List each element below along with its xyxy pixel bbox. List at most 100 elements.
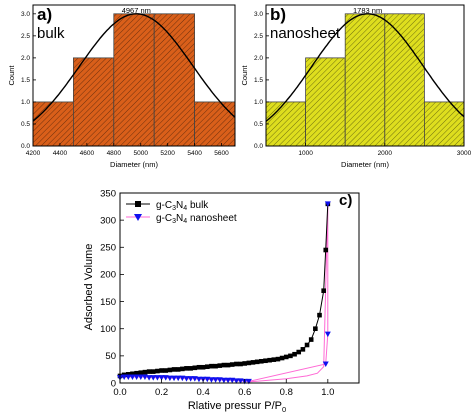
nanosheet-histogram-bars bbox=[265, 13, 465, 147]
nanosheet-point-22 bbox=[208, 377, 215, 383]
bulk-point-43 bbox=[296, 349, 302, 355]
a-bar-4 bbox=[194, 101, 236, 147]
nanosheet-point-13 bbox=[171, 375, 178, 382]
bulk-point-36 bbox=[267, 357, 272, 363]
isotherm-markers bbox=[117, 201, 331, 385]
isotherm-legend: g-C3N4 bulk g-C3N4 nanosheet bbox=[126, 200, 237, 225]
bulk-point-11 bbox=[163, 368, 169, 373]
bulk-point-38 bbox=[275, 356, 281, 362]
a-bar-0 bbox=[32, 101, 74, 147]
isotherm-ytick-label-7: 350 bbox=[100, 188, 116, 199]
bulk-peak-annotation: 4967 nm bbox=[122, 6, 151, 15]
legend-bulk-label: g-C3N4 bulk bbox=[156, 200, 209, 212]
a-ytick-label-1: 0.5 bbox=[21, 121, 30, 128]
b-bar-1 bbox=[305, 57, 346, 147]
bulk-point-15 bbox=[180, 366, 185, 372]
bulk-point-29 bbox=[238, 361, 243, 367]
bulk-point-46 bbox=[308, 337, 314, 342]
isotherm-ytick-label-6: 300 bbox=[100, 215, 116, 226]
bulk-point-10 bbox=[159, 368, 164, 373]
nanosheet-x-ticks: 1000 2000 3000 bbox=[298, 143, 472, 157]
b-ytick-label-3: 1.5 bbox=[254, 77, 263, 84]
nanosheet-point-15 bbox=[179, 375, 186, 382]
nanosheet-x-axis-label: Diameter (nm) bbox=[341, 160, 389, 169]
isotherm-xtick-label-2: 0.4 bbox=[197, 387, 210, 398]
a-xtick-label-3: 4800 bbox=[107, 150, 122, 157]
a-xtick-label-1: 4400 bbox=[53, 150, 68, 157]
nanosheet-point-10 bbox=[158, 375, 165, 381]
nanosheet-point-23 bbox=[212, 377, 219, 383]
bulk-sample-label: bulk bbox=[37, 25, 65, 42]
nanosheet-y-axis-label: Count bbox=[240, 65, 249, 86]
bulk-point-19 bbox=[196, 364, 202, 370]
legend-nanosheet-triangle-marker bbox=[134, 214, 142, 221]
isotherm-y-ticks: 0 50 100 150 200 250 300 350 bbox=[100, 188, 124, 389]
bulk-point-32 bbox=[250, 360, 256, 365]
nanosheet-point-24 bbox=[216, 377, 223, 383]
bulk-point-20 bbox=[200, 364, 206, 370]
bulk-point-41 bbox=[288, 353, 293, 359]
nanosheet-plot-frame bbox=[265, 4, 465, 147]
legend-nanosheet-sub1: 3 bbox=[172, 218, 176, 225]
isotherm-ytick-label-4: 200 bbox=[100, 270, 116, 281]
bulk-x-ticks: 4200 4400 4600 4800 5000 5200 5400 5600 bbox=[26, 143, 229, 157]
panel-label-a: a) bbox=[37, 5, 52, 24]
bulk-point-30 bbox=[242, 361, 247, 366]
bulk-point-25 bbox=[221, 362, 227, 368]
isotherm-ytick-label-0: 0 bbox=[111, 378, 116, 389]
bulk-point-34 bbox=[259, 358, 264, 364]
nanosheet-point-3 bbox=[129, 374, 136, 381]
a-bar-2 bbox=[113, 13, 155, 147]
nanosheet-y-ticks: 0.0 0.5 1.0 1.5 2.0 2.5 3.0 bbox=[254, 11, 269, 150]
bulk-point-33 bbox=[254, 359, 260, 365]
bulk-point-45 bbox=[304, 342, 310, 348]
b-xtick-label-1: 2000 bbox=[378, 150, 393, 157]
bulk-point-13 bbox=[171, 367, 177, 372]
nanosheet-point-1 bbox=[121, 374, 128, 381]
bulk-point-35 bbox=[263, 358, 268, 364]
nanosheet-point-31 bbox=[245, 378, 252, 385]
b-bar-0 bbox=[265, 101, 306, 147]
legend-bulk-sub2: 4 bbox=[183, 205, 187, 212]
legend-bulk-text-part2: N bbox=[176, 200, 183, 211]
nanosheet-point-19 bbox=[195, 376, 202, 383]
a-xtick-label-5: 5200 bbox=[160, 150, 175, 157]
legend-nanosheet-label: g-C3N4 nanosheet bbox=[156, 213, 237, 225]
nanosheet-point-2 bbox=[125, 374, 132, 381]
isotherm-ytick-label-2: 100 bbox=[100, 324, 116, 335]
b-xtick-label-2: 3000 bbox=[457, 150, 472, 157]
b-ytick-label-5: 2.5 bbox=[254, 33, 263, 40]
isotherm-plot-frame bbox=[119, 192, 360, 384]
bulk-point-18 bbox=[192, 365, 198, 371]
panel-label-b: b) bbox=[270, 5, 286, 24]
isotherm-y-axis-label: Adsorbed Volume bbox=[83, 244, 95, 331]
a-ytick-label-3: 1.5 bbox=[21, 77, 30, 84]
bulk-point-24 bbox=[217, 363, 223, 368]
bulk-point-31 bbox=[246, 360, 252, 366]
panel-label-c: c) bbox=[339, 192, 352, 209]
a-xtick-label-0: 4200 bbox=[26, 150, 41, 157]
nanosheet-point-29 bbox=[237, 378, 244, 384]
isotherm-xtick-label-0: 0.0 bbox=[113, 387, 126, 398]
bulk-point-17 bbox=[188, 366, 193, 371]
b-ytick-label-4: 2.0 bbox=[254, 55, 263, 62]
bulk-point-8 bbox=[150, 369, 156, 374]
b-ytick-label-0: 0.0 bbox=[254, 143, 263, 150]
nanosheet-point-12 bbox=[166, 375, 173, 382]
bulk-point-22 bbox=[209, 363, 214, 369]
nanosheet-peak-annotation: 1783 nm bbox=[353, 6, 382, 15]
nanosheet-point-32 bbox=[322, 361, 329, 367]
nanosheet-sample-label: nanosheet bbox=[270, 25, 341, 42]
a-ytick-label-4: 2.0 bbox=[21, 55, 30, 62]
a-bar-3 bbox=[153, 13, 195, 147]
legend-bulk-square-marker bbox=[135, 201, 141, 207]
nanosheet-point-5 bbox=[137, 374, 144, 381]
bulk-point-14 bbox=[175, 367, 181, 372]
bulk-point-12 bbox=[167, 367, 173, 373]
bulk-point-2 bbox=[126, 372, 131, 377]
bulk-point-49 bbox=[321, 288, 326, 294]
bulk-point-42 bbox=[292, 351, 297, 357]
isotherm-ytick-label-3: 150 bbox=[100, 297, 116, 308]
b-ytick-label-2: 1.0 bbox=[254, 99, 263, 106]
b-ytick-label-6: 3.0 bbox=[254, 11, 263, 18]
